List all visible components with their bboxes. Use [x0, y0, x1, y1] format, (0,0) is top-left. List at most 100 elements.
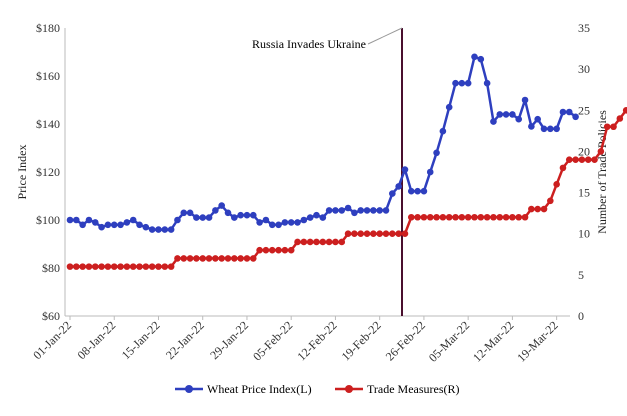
trade-measures-point	[268, 246, 276, 254]
trade-measures-point	[73, 263, 80, 270]
trade-measures-point	[458, 213, 466, 221]
y-right-tick-label: 30	[578, 62, 590, 76]
trade-measures-point	[174, 255, 181, 262]
trade-measures-point	[401, 230, 409, 238]
trade-measures-point	[496, 213, 504, 221]
x-tick-label: 26-Feb-22	[383, 318, 428, 363]
trade-measures-point	[382, 230, 390, 238]
y-right-tick-label: 25	[578, 103, 590, 117]
trade-measures-point	[414, 213, 421, 221]
trade-measures-point	[281, 246, 289, 254]
wheat-price-point	[66, 216, 74, 224]
legend-trade-label: Trade Measures(R)	[367, 382, 460, 396]
trade-measures-point	[224, 255, 232, 262]
x-tick-label: 29-Jan-22	[207, 318, 251, 362]
wheat-price-point	[287, 219, 295, 226]
trade-measures-point	[597, 148, 605, 155]
wheat-price-point	[167, 226, 175, 233]
trade-measures-point	[205, 255, 213, 262]
trade-measures-point	[155, 263, 162, 270]
wheat-price-point	[426, 168, 434, 176]
wheat-price-point	[490, 118, 497, 125]
trade-measures-point	[547, 197, 554, 205]
wheat-price-point	[237, 211, 244, 219]
wheat-price-point	[136, 221, 143, 229]
x-tick-label: 15-Jan-22	[119, 318, 163, 362]
trade-measures-point	[439, 213, 447, 221]
trade-measures-point	[104, 263, 112, 270]
trade-measures-point	[98, 263, 105, 270]
trade-measures-point	[534, 205, 541, 213]
y-left-tick-label: $140	[36, 117, 60, 131]
trade-measures-point	[180, 255, 188, 262]
trade-measures-point	[445, 213, 453, 221]
trade-measures-point	[148, 263, 156, 270]
trade-measures-point	[515, 213, 523, 221]
y-right-tick-label: 5	[578, 268, 584, 282]
trade-measures-point	[477, 213, 485, 221]
trade-measures-point	[572, 156, 579, 163]
trade-measures-point	[167, 263, 175, 270]
wheat-price-point	[231, 214, 238, 221]
wheat-price-point	[275, 221, 282, 229]
trade-measures-point	[407, 213, 415, 221]
trade-measures-point	[395, 230, 402, 238]
trade-measures-point	[243, 255, 251, 262]
annotation-leader-line	[367, 27, 403, 45]
x-tick-label: 05-Feb-22	[250, 318, 295, 363]
wheat-price-point	[205, 214, 213, 221]
trade-measures-point	[332, 238, 339, 246]
x-tick-label: 12-Mar-22	[470, 318, 516, 364]
y-left-tick-label: $80	[42, 261, 60, 275]
legend-wheat-label: Wheat Price Index(L)	[207, 382, 312, 396]
wheat-price-point	[186, 209, 194, 217]
wheat-price-point	[319, 214, 327, 221]
trade-measures-point	[565, 156, 573, 163]
trade-measures-point	[559, 164, 567, 172]
x-axis-ticks: 01-Jan-22 08-Jan-22 15-Jan-22 22-Jan-22 29-J…	[30, 316, 561, 365]
trade-measures-point	[338, 238, 346, 246]
wheat-price-point	[496, 111, 504, 118]
wheat-price-point	[193, 214, 200, 221]
wheat-price-point	[559, 108, 567, 116]
wheat-price-point	[370, 207, 377, 214]
wheat-price-point	[553, 125, 560, 133]
trade-measures-point	[193, 255, 200, 262]
y-left-tick-label: $100	[36, 213, 60, 227]
trade-measures-point	[426, 213, 434, 221]
trade-measures-point	[79, 263, 86, 270]
wheat-price-point	[117, 221, 124, 229]
y-right-tick-label: 20	[578, 144, 590, 158]
invasion-annotation-label: Russia Invades Ukraine	[252, 37, 366, 51]
y-right-tick-label: 35	[578, 21, 590, 35]
trade-measures-point	[287, 246, 295, 254]
trade-measures-point	[553, 181, 560, 188]
trade-measures-point	[420, 213, 428, 221]
wheat-price-point	[212, 207, 219, 214]
wheat-price-point	[363, 207, 371, 214]
trade-measures-point	[464, 213, 472, 221]
legend-item-trade: Trade Measures(R)	[335, 382, 460, 396]
wheat-price-point	[502, 111, 510, 118]
trade-measures-point	[306, 238, 314, 246]
wheat-price-point	[376, 207, 383, 214]
trade-measures-point	[483, 213, 491, 221]
trade-measures-point	[262, 246, 270, 254]
trade-measures-point	[502, 213, 510, 221]
trade-measures-point	[237, 255, 244, 262]
trade-measures-point	[313, 238, 320, 246]
wheat-price-point	[281, 219, 289, 226]
trade-measures-point	[521, 213, 529, 221]
trade-measures-point	[212, 255, 219, 262]
trade-measures-point	[110, 263, 118, 270]
wheat-price-point	[294, 219, 301, 226]
y-axis-left-title: Price Index	[15, 145, 29, 200]
trade-measures-point	[256, 246, 263, 254]
trade-measures-point	[591, 156, 598, 163]
wheat-price-point	[483, 79, 491, 87]
y-left-tick-label: $160	[36, 69, 60, 83]
wheat-price-point	[306, 214, 314, 221]
wheat-price-series	[66, 53, 579, 233]
wheat-price-point	[129, 216, 137, 224]
wheat-price-point	[338, 207, 346, 214]
